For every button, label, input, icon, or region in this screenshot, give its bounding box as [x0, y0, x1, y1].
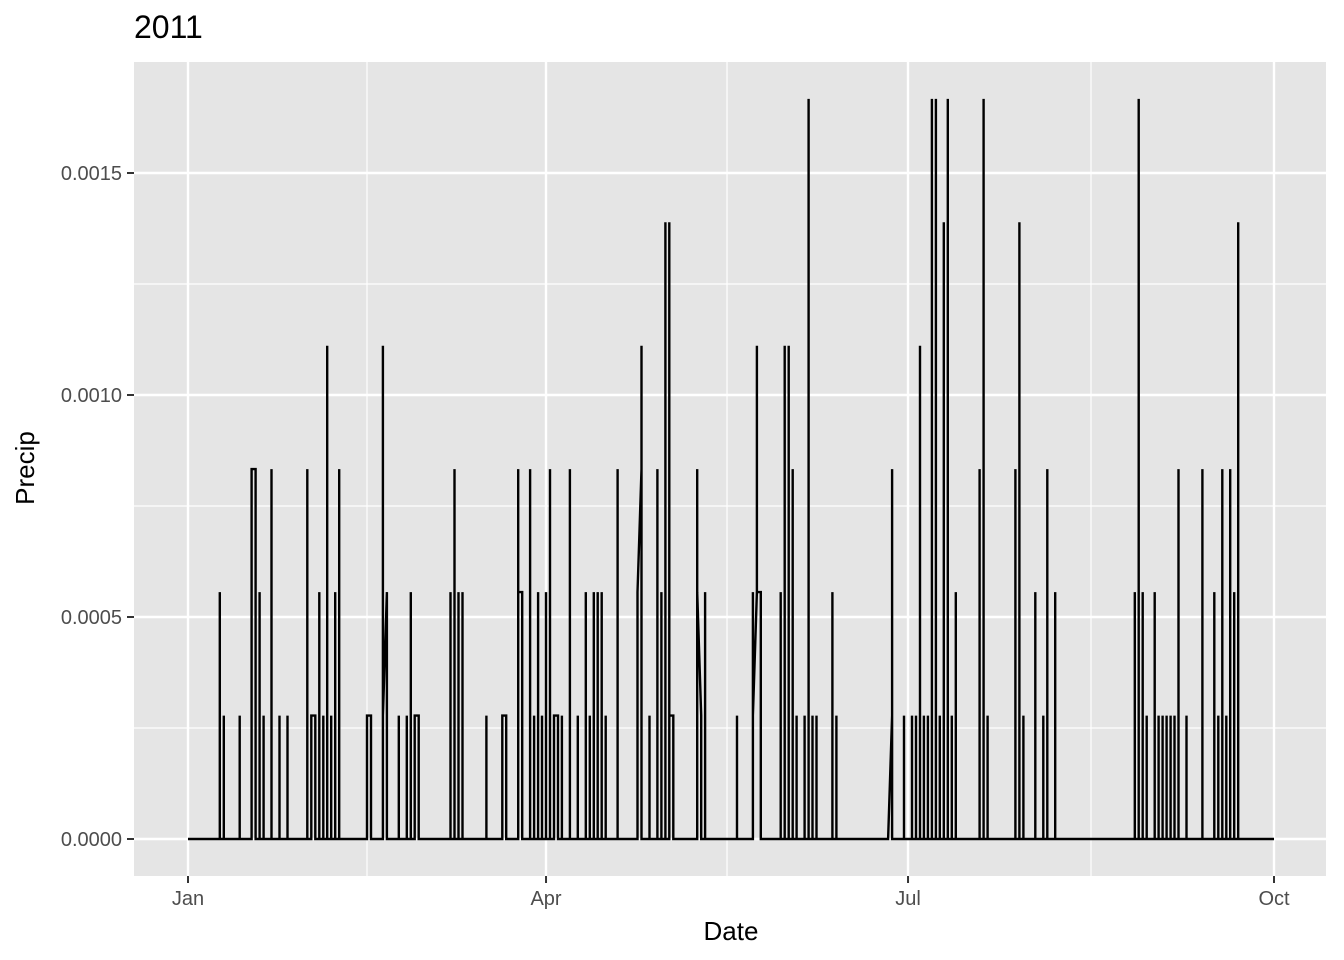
y-tick-label: 0.0015: [61, 163, 122, 185]
axes: 0.0000 0.0005 0.0010 0.0015 Jan Apr Jul Oct: [61, 163, 1290, 910]
y-tick-label: 0.0010: [61, 385, 122, 407]
x-axis-title: Date: [704, 916, 759, 946]
x-tick-label: Jul: [895, 888, 921, 910]
chart-title: 2011: [134, 9, 203, 45]
y-tick-label: 0.0000: [61, 829, 122, 851]
x-tick-label: Apr: [530, 888, 561, 910]
y-axis-title: Precip: [10, 431, 40, 505]
x-tick-label: Oct: [1258, 888, 1290, 910]
plot-panel: [134, 62, 1326, 876]
precip-series-line: [188, 98, 1274, 841]
y-tick-label: 0.0005: [61, 607, 122, 629]
x-tick-label: Jan: [172, 888, 204, 910]
